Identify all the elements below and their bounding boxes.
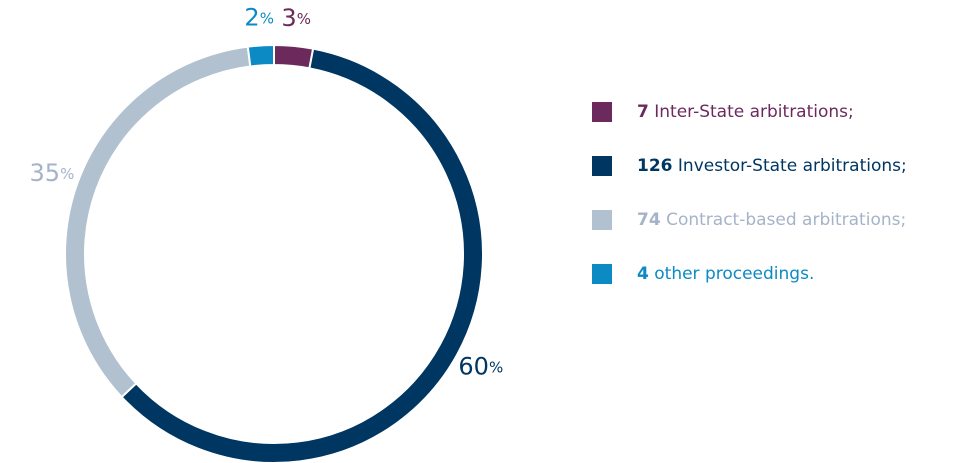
- donut-slice: [120, 47, 484, 463]
- slice-unit: %: [489, 358, 503, 376]
- slice-unit: %: [297, 10, 311, 28]
- slice-unit: %: [260, 9, 274, 27]
- legend-entry: 126 Investor-State arbitrations;: [637, 156, 907, 176]
- legend-label: Investor-State arbitrations;: [678, 156, 907, 176]
- slice-value: 35: [30, 159, 61, 187]
- legend-entry: 74 Contract-based arbitrations;: [637, 210, 906, 230]
- legend-count: 4: [637, 264, 649, 284]
- legend-label: other proceedings.: [654, 264, 814, 284]
- legend-label: Inter-State arbitrations;: [654, 102, 854, 122]
- legend-swatch: [592, 264, 612, 284]
- legend-count: 74: [637, 210, 661, 230]
- slice-label: 2%: [244, 3, 274, 31]
- legend-swatch: [592, 210, 612, 230]
- legend-count: 7: [637, 102, 649, 122]
- legend-label: Contract-based arbitrations;: [666, 210, 906, 230]
- legend-swatch: [592, 102, 612, 122]
- slice-unit: %: [60, 165, 74, 183]
- donut-slice: [64, 45, 252, 399]
- legend-swatch: [592, 156, 612, 176]
- legend-count: 126: [637, 156, 673, 176]
- donut-slice: [246, 43, 275, 68]
- donut-slice: [273, 43, 315, 70]
- slice-label: 3%: [281, 4, 311, 32]
- slice-value: 2: [244, 3, 259, 31]
- slice-label: 60%: [458, 353, 503, 381]
- slice-value: 60: [458, 353, 489, 381]
- slice-label: 35%: [30, 159, 75, 187]
- slice-value: 3: [281, 4, 296, 32]
- legend-entry: 4 other proceedings.: [637, 264, 814, 284]
- legend-entry: 7 Inter-State arbitrations;: [637, 102, 854, 122]
